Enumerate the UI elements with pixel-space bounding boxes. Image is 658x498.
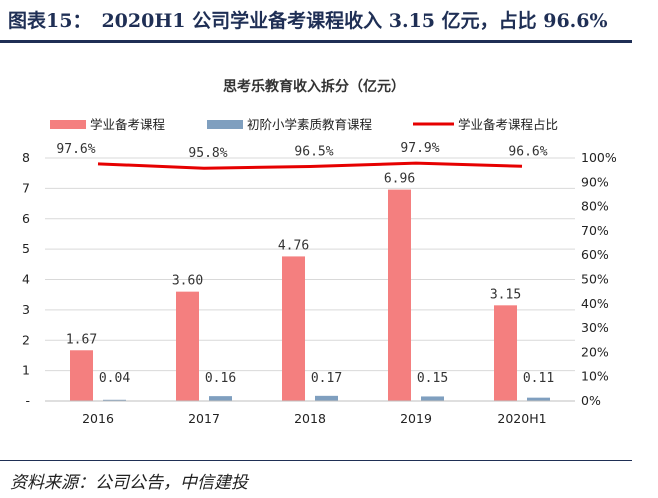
data-label-academic: 3.15 (490, 287, 521, 302)
data-label-primary-quality: 0.16 (205, 371, 236, 386)
bar-academic-2017 (176, 291, 199, 401)
y-right-tick-label: 20% (581, 344, 609, 359)
y-right-tick-label: 100% (581, 150, 617, 165)
data-label-share: 97.9% (400, 141, 439, 156)
data-label-primary-quality: 0.11 (523, 371, 554, 386)
legend-label-share: 学业备考课程占比 (458, 117, 558, 132)
x-tick-label: 2017 (188, 411, 220, 426)
data-label-academic: 4.76 (278, 238, 309, 253)
top-rule (0, 40, 632, 43)
data-label-share: 96.5% (294, 145, 333, 160)
y-right-tick-label: 70% (581, 223, 609, 238)
bar-primary-quality-2018 (315, 395, 338, 401)
source-note: 资料来源：公司公告，中信建投 (10, 473, 248, 493)
data-label-primary-quality: 0.04 (99, 371, 130, 386)
data-label-academic: 6.96 (384, 172, 415, 187)
chart-legend: 学业备考课程 初阶小学素质教育课程 学业备考课程占比 (50, 117, 558, 132)
data-label-primary-quality: 0.17 (311, 371, 342, 386)
figure-number: 图表15： (8, 10, 92, 32)
y-left-tick-label: 3 (22, 302, 30, 317)
x-tick-label: 2016 (82, 411, 114, 426)
data-label-share: 96.6% (508, 144, 547, 159)
y-left-tick-label: 1 (22, 363, 30, 378)
bar-academic-2019 (388, 189, 411, 401)
bars (70, 189, 550, 401)
share-line-path (97, 161, 523, 170)
bar-primary-quality-2020H1 (527, 397, 550, 401)
bar-academic-2018 (282, 256, 305, 401)
bar-academic-2020H1 (494, 305, 517, 401)
y-right-tick-label: 10% (581, 369, 609, 384)
legend-label-academic: 学业备考课程 (90, 117, 166, 132)
bar-primary-quality-2019 (421, 396, 444, 401)
y-left-tick-label: - (25, 393, 30, 408)
y-left-tick-label: 7 (22, 180, 30, 195)
y-right-tick-label: 40% (581, 296, 609, 311)
chart-title: 思考乐教育收入拆分（亿元） (223, 78, 405, 95)
data-labels: 1.67 0.04 3.60 0.16 4.76 0.17 6.96 0.15 3.15 0.11… (56, 141, 554, 386)
y-left-tick-label: 4 (22, 272, 30, 287)
left-axis: - 1 2 3 4 5 6 7 8 (22, 150, 30, 408)
y-right-tick-label: 0% (581, 393, 601, 408)
x-tick-label: 2018 (294, 411, 326, 426)
figure-title: 图表15： 2020H1 公司学业备考课程收入 3.15 亿元，占比 96.6% (8, 6, 648, 36)
y-right-tick-label: 50% (581, 272, 609, 287)
y-left-tick-label: 2 (22, 332, 30, 347)
y-left-tick-label: 8 (22, 150, 30, 165)
legend-swatch-academic (50, 120, 86, 129)
data-label-primary-quality: 0.15 (417, 371, 448, 386)
data-label-academic: 3.60 (172, 274, 203, 289)
legend-swatch-primary-quality (207, 120, 243, 129)
legend-label-primary-quality: 初阶小学素质教育课程 (247, 117, 373, 132)
x-tick-label: 2019 (400, 411, 432, 426)
x-axis: 2016 2017 2018 2019 2020H1 (45, 400, 575, 426)
data-label-academic: 1.67 (66, 332, 97, 347)
x-tick-label: 2020H1 (497, 411, 546, 426)
share-line (97, 161, 523, 170)
y-right-tick-label: 60% (581, 247, 609, 262)
data-label-share: 95.8% (188, 146, 227, 161)
figure-title-text: 2020H1 公司学业备考课程收入 3.15 亿元，占比 96.6% (101, 10, 608, 32)
revenue-split-chart: 思考乐教育收入拆分（亿元） 学业备考课程 初阶小学素质教育课程 学业备考课程占比 -… (22, 78, 617, 426)
bottom-rule (0, 460, 632, 461)
bar-academic-2016 (70, 350, 93, 401)
y-right-tick-label: 90% (581, 174, 609, 189)
right-axis: 0% 10% 20% 30% 40% 50% 60% 70% 80% 90% 100% (581, 150, 617, 408)
y-left-tick-label: 6 (22, 211, 30, 226)
bar-primary-quality-2016 (103, 399, 126, 401)
data-label-share: 97.6% (56, 142, 95, 157)
y-left-tick-label: 5 (22, 241, 30, 256)
y-right-tick-label: 30% (581, 320, 609, 335)
bar-primary-quality-2017 (209, 396, 232, 401)
y-right-tick-label: 80% (581, 199, 609, 214)
